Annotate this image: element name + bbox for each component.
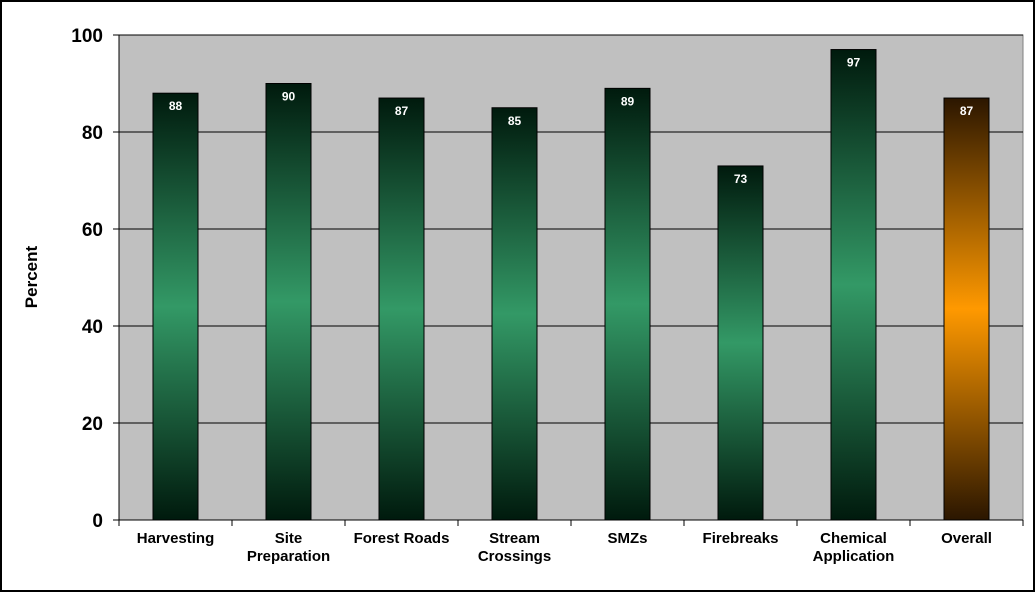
bar-6 bbox=[830, 49, 877, 521]
x-tick-label-1: Site Preparation bbox=[247, 530, 330, 565]
plot-area bbox=[118, 34, 1024, 521]
y-tick-label: 100 bbox=[71, 26, 103, 47]
data-label-2: 87 bbox=[395, 104, 409, 118]
y-axis-label: Percent bbox=[22, 245, 41, 308]
y-tick-label: 40 bbox=[82, 317, 103, 338]
x-tick-label-7: Overall bbox=[941, 530, 992, 547]
data-label-6: 97 bbox=[847, 56, 861, 70]
x-tick-label-4: SMZs bbox=[607, 530, 647, 547]
bar-5 bbox=[717, 165, 764, 521]
y-tick-label: 80 bbox=[82, 123, 103, 144]
y-tick-label: 0 bbox=[92, 511, 103, 532]
data-label-7: 87 bbox=[960, 104, 974, 118]
x-tick-label-0: Harvesting bbox=[137, 530, 215, 547]
bar-3 bbox=[491, 107, 538, 521]
bar-4 bbox=[604, 87, 651, 521]
x-tick-label-3: Stream Crossings bbox=[478, 530, 551, 565]
x-tick-label-5: Firebreaks bbox=[703, 530, 779, 547]
y-tick-label: 20 bbox=[82, 414, 103, 435]
data-label-5: 73 bbox=[734, 172, 748, 186]
data-label-0: 88 bbox=[169, 99, 183, 113]
x-tick-label-6: Chemical Application bbox=[813, 530, 895, 565]
data-label-4: 89 bbox=[621, 94, 635, 108]
data-label-3: 85 bbox=[508, 114, 522, 128]
bar-1 bbox=[265, 83, 312, 521]
bar-0 bbox=[152, 92, 199, 521]
bar-7 bbox=[943, 97, 990, 521]
bar-2 bbox=[378, 97, 425, 521]
x-tick-label-2: Forest Roads bbox=[354, 530, 450, 547]
y-tick-label: 60 bbox=[82, 220, 103, 241]
data-label-1: 90 bbox=[282, 90, 296, 104]
